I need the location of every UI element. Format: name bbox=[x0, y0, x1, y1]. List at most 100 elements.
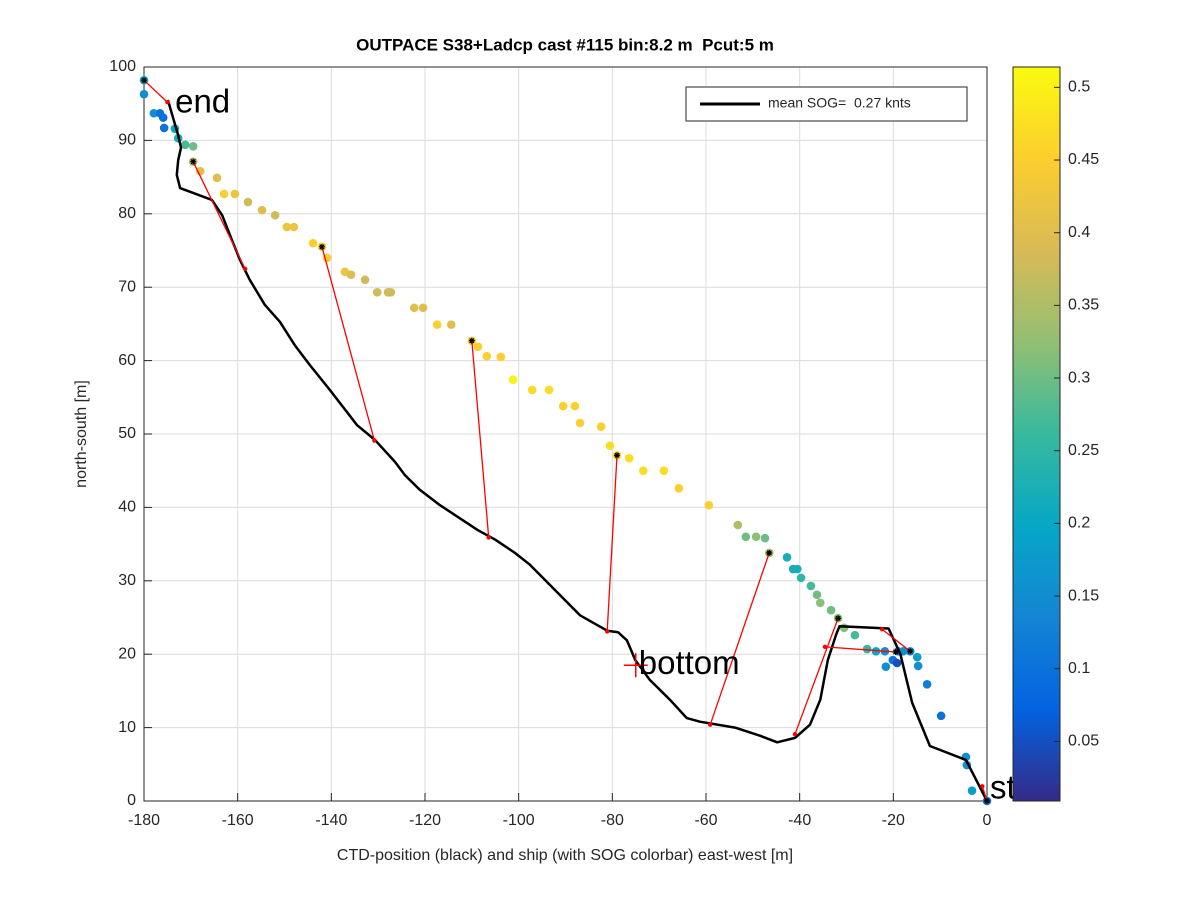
colorbar-tick-label: 0.4 bbox=[1068, 224, 1090, 241]
y-tick-label: 100 bbox=[109, 58, 136, 75]
ship-point bbox=[782, 553, 792, 562]
ship-asterisk bbox=[614, 452, 621, 459]
ship-point bbox=[195, 166, 205, 176]
ship-point bbox=[826, 605, 836, 615]
y-tick-label: 80 bbox=[118, 205, 136, 222]
ship-point bbox=[638, 466, 648, 476]
ship-point bbox=[659, 466, 669, 476]
ship-point bbox=[230, 189, 240, 199]
link-line bbox=[321, 246, 376, 441]
ctd-track bbox=[166, 99, 989, 802]
colorbar-tick-label: 0.35 bbox=[1068, 297, 1099, 314]
ship-point bbox=[527, 385, 537, 395]
annotation: bottom bbox=[639, 644, 740, 681]
colorbar-tick-label: 0.3 bbox=[1068, 369, 1090, 386]
ship-point bbox=[796, 573, 806, 583]
ship-point bbox=[815, 598, 825, 608]
colorbar-tick-label: 0.25 bbox=[1068, 442, 1099, 459]
ship-point bbox=[733, 520, 743, 530]
ship-point bbox=[482, 351, 492, 361]
ship-point bbox=[446, 320, 456, 329]
ship-point bbox=[508, 375, 518, 384]
ship-point bbox=[674, 484, 684, 493]
ship-point bbox=[432, 320, 442, 329]
colorbar-tick-label: 0.05 bbox=[1068, 733, 1099, 750]
link-line bbox=[709, 552, 770, 725]
link-line bbox=[192, 161, 246, 270]
link-line bbox=[143, 79, 168, 103]
link-line bbox=[606, 455, 618, 632]
ship-point bbox=[806, 581, 816, 591]
colorbar-tick-label: 0.5 bbox=[1068, 79, 1090, 96]
ctd-dot bbox=[879, 627, 885, 632]
ship-point bbox=[188, 141, 198, 151]
ship-point bbox=[871, 646, 881, 656]
ship-point bbox=[751, 532, 761, 542]
ship-asterisk bbox=[835, 615, 842, 622]
ship-point bbox=[704, 500, 714, 510]
ctd-dot bbox=[822, 644, 828, 650]
axes-box bbox=[143, 66, 988, 802]
ship-point bbox=[793, 564, 802, 574]
colorbar-tick-label: 0.2 bbox=[1068, 515, 1090, 532]
ctd-dot bbox=[604, 629, 610, 634]
link-line bbox=[881, 628, 911, 652]
ship-asterisk bbox=[468, 337, 475, 344]
x-axis-label: CTD-position (black) and ship (with SOG … bbox=[337, 847, 793, 864]
ship-point bbox=[360, 275, 370, 285]
ctd-dot bbox=[165, 100, 170, 105]
ship-point bbox=[922, 679, 932, 689]
ship-point bbox=[496, 352, 506, 362]
ship-point bbox=[741, 532, 751, 542]
ship-asterisk bbox=[318, 243, 325, 250]
y-axis-label: north-south [m] bbox=[73, 380, 90, 488]
ship-point bbox=[850, 630, 860, 640]
ship-asterisk bbox=[766, 549, 773, 556]
ship-point bbox=[257, 205, 267, 215]
x-tick-label: -20 bbox=[882, 812, 905, 829]
ship-point bbox=[812, 590, 822, 600]
ship-point bbox=[158, 113, 168, 122]
link-line bbox=[981, 786, 988, 802]
ship-point bbox=[881, 662, 891, 671]
ship-point bbox=[139, 89, 149, 99]
ship-point bbox=[473, 342, 483, 351]
chart-title: OUTPACE S38+Ladcp cast #115 bin:8.2 m Pc… bbox=[356, 35, 774, 54]
ship-point bbox=[558, 401, 568, 411]
ship-asterisk bbox=[892, 648, 899, 655]
link-line bbox=[824, 646, 896, 653]
ship-point bbox=[936, 711, 946, 721]
ship-asterisk bbox=[907, 648, 914, 655]
ship-point bbox=[596, 422, 606, 431]
ctd-dot bbox=[372, 438, 377, 443]
ship-point bbox=[760, 533, 770, 543]
ship-point bbox=[575, 418, 585, 428]
x-tick-label: -60 bbox=[694, 812, 717, 829]
ship-point bbox=[386, 288, 396, 297]
ship-point bbox=[308, 238, 318, 248]
y-tick-label: 0 bbox=[127, 792, 136, 809]
ship-point bbox=[892, 658, 902, 668]
x-tick-label: -180 bbox=[128, 812, 160, 829]
ship-point bbox=[967, 786, 977, 796]
y-tick-label: 30 bbox=[118, 572, 136, 589]
ship-asterisk bbox=[190, 158, 197, 165]
y-tick-label: 20 bbox=[118, 645, 136, 662]
ship-point bbox=[409, 303, 419, 313]
ship-point bbox=[372, 288, 382, 297]
ship-point bbox=[149, 108, 159, 118]
x-tick-label: 0 bbox=[983, 812, 992, 829]
ctd-dot bbox=[242, 266, 248, 272]
colorbar-tick-label: 0.45 bbox=[1068, 151, 1099, 168]
ship-asterisk bbox=[141, 77, 147, 84]
annotation: end bbox=[175, 82, 230, 119]
x-tick-label: -40 bbox=[788, 812, 811, 829]
x-tick-label: -160 bbox=[222, 812, 254, 829]
ship-point bbox=[219, 189, 229, 199]
y-tick-label: 50 bbox=[118, 425, 136, 442]
ship-point bbox=[212, 173, 222, 183]
ship-point bbox=[418, 303, 428, 313]
link-line bbox=[794, 618, 839, 735]
x-tick-label: -100 bbox=[503, 812, 535, 829]
